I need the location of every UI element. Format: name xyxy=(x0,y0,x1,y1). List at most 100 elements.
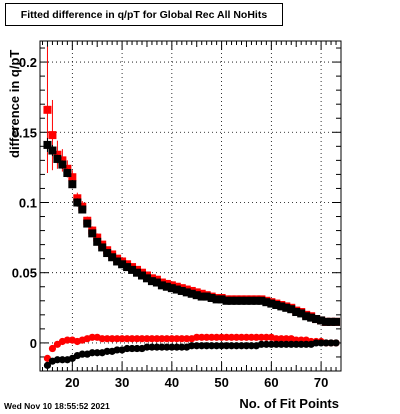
data-point xyxy=(168,335,176,343)
y-tick-label: 0.1 xyxy=(19,195,37,210)
data-point xyxy=(108,253,117,262)
data-point xyxy=(158,343,166,351)
data-point xyxy=(98,335,106,343)
data-point xyxy=(222,333,231,341)
data-point xyxy=(252,296,261,305)
data-point xyxy=(123,263,132,272)
data-point xyxy=(302,340,310,348)
data-point xyxy=(183,335,191,343)
x-tick-label: 50 xyxy=(214,375,228,390)
data-point xyxy=(148,335,156,343)
data-point xyxy=(257,333,265,341)
data-point xyxy=(217,295,226,304)
data-point xyxy=(58,160,67,169)
data-point xyxy=(103,335,111,343)
data-point xyxy=(178,335,186,343)
data-point xyxy=(312,339,320,347)
data-point xyxy=(257,296,266,305)
chart-title: Fitted difference in q/pT for Global Rec… xyxy=(5,3,283,26)
data-point xyxy=(203,333,211,341)
data-point xyxy=(227,296,236,305)
data-point xyxy=(312,315,321,324)
data-point xyxy=(257,340,265,348)
data-point xyxy=(177,286,186,295)
data-point xyxy=(208,333,216,341)
data-point xyxy=(118,335,126,343)
data-point xyxy=(93,233,102,242)
data-point xyxy=(58,356,66,364)
data-point xyxy=(297,340,305,348)
data-point xyxy=(332,317,341,326)
data-point xyxy=(262,333,270,341)
data-point xyxy=(172,285,181,294)
data-point xyxy=(53,356,62,364)
data-point xyxy=(227,333,236,341)
data-point xyxy=(262,340,270,348)
data-point xyxy=(137,271,146,280)
data-point xyxy=(222,296,231,305)
data-point xyxy=(322,339,330,347)
data-point xyxy=(68,180,77,189)
data-point xyxy=(108,335,116,343)
timestamp: Wed Nov 10 18:55:52 2021 xyxy=(4,401,110,411)
data-point xyxy=(133,268,142,277)
data-point xyxy=(88,333,96,341)
data-point xyxy=(88,349,96,357)
data-point xyxy=(332,339,340,347)
data-point xyxy=(63,336,71,344)
data-point xyxy=(282,303,291,312)
data-point xyxy=(322,317,331,326)
data-point xyxy=(277,335,285,343)
x-tick-label: 40 xyxy=(165,375,179,390)
data-point xyxy=(167,284,176,293)
data-point xyxy=(327,317,336,326)
data-point xyxy=(252,333,261,341)
data-point xyxy=(297,309,306,318)
data-point xyxy=(307,313,316,322)
data-point xyxy=(197,292,206,301)
series-2 xyxy=(43,333,340,362)
data-point xyxy=(217,333,226,341)
data-point xyxy=(317,316,326,325)
data-point xyxy=(153,335,161,343)
data-point xyxy=(48,131,57,140)
data-point xyxy=(98,243,107,252)
data-point xyxy=(242,296,251,305)
data-point xyxy=(232,296,241,305)
data-point xyxy=(282,340,290,348)
x-tick-label: 30 xyxy=(115,375,129,390)
data-point xyxy=(43,105,52,114)
data-point xyxy=(217,342,226,350)
data-point xyxy=(267,299,276,308)
data-point xyxy=(143,335,151,343)
data-point xyxy=(73,198,82,207)
data-point xyxy=(162,282,171,291)
data-point xyxy=(232,342,241,350)
data-point xyxy=(43,361,52,369)
data-point xyxy=(247,296,256,305)
data-point xyxy=(292,308,301,317)
series-3 xyxy=(43,339,340,369)
data-point xyxy=(113,257,122,266)
data-point xyxy=(203,342,211,350)
data-point xyxy=(192,291,201,300)
data-point xyxy=(103,347,111,355)
data-point xyxy=(78,205,87,214)
data-point xyxy=(282,335,290,343)
data-point xyxy=(198,342,206,350)
y-tick-label: 0.2 xyxy=(19,55,37,70)
data-point xyxy=(237,333,246,341)
data-point xyxy=(182,288,191,297)
data-point xyxy=(148,343,156,351)
data-point xyxy=(68,173,77,182)
data-point xyxy=(277,340,285,348)
data-point xyxy=(83,219,92,228)
data-point xyxy=(113,335,121,343)
data-point xyxy=(272,335,280,343)
plot-frame xyxy=(39,40,342,372)
x-tick-label: 20 xyxy=(65,375,79,390)
data-point xyxy=(43,140,52,149)
y-axis-title: difference in q/pT xyxy=(7,49,22,158)
